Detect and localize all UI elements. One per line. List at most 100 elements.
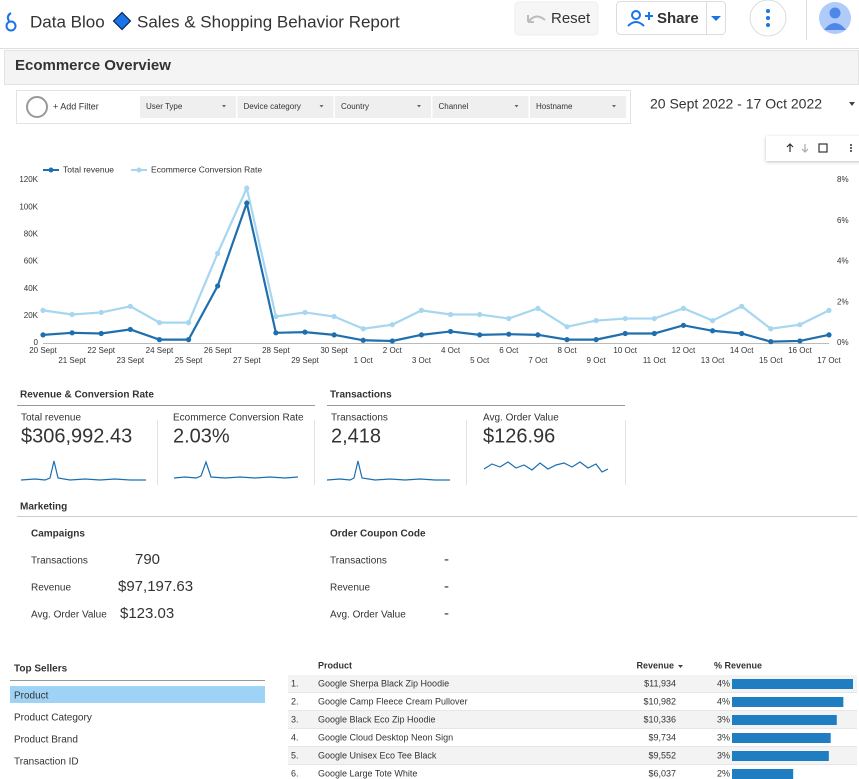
x-tick-label: 4 Oct (441, 346, 461, 355)
product: Google Camp Fleece Cream Pullover (318, 696, 468, 706)
metric-value: $123.03 (120, 605, 174, 622)
dimension-tab[interactable]: Transaction ID (14, 757, 79, 768)
point (332, 314, 337, 319)
point (157, 320, 162, 325)
revenue: $10,336 (643, 714, 676, 724)
dot (766, 9, 770, 13)
column-header: Product (318, 660, 352, 670)
product: Google Large Tote White (318, 768, 417, 778)
metric-label: Transactions (330, 556, 387, 567)
point (652, 331, 657, 336)
point (302, 310, 307, 315)
point (739, 304, 744, 309)
point (826, 308, 831, 313)
x-tick-label: 27 Sept (233, 356, 261, 365)
y-tick-label: 100K (19, 202, 38, 211)
scorecard-label: Total revenue (21, 413, 81, 424)
point (390, 338, 395, 343)
x-tick-label: 26 Sept (204, 346, 232, 355)
x-tick-label: 29 Sept (291, 356, 319, 365)
dot (766, 16, 770, 20)
point (594, 337, 599, 342)
point (594, 318, 599, 323)
x-tick-label: 1 Oct (354, 356, 374, 365)
metric-label: Avg. Order Value (330, 610, 406, 621)
x-tick-label: 6 Oct (499, 346, 519, 355)
dimension-tab[interactable]: Product Brand (14, 735, 78, 746)
y-tick-label: 60K (24, 257, 39, 266)
point (623, 316, 628, 321)
rank: 1. (291, 678, 299, 688)
revenue-share: 2% (717, 768, 730, 778)
column-header: % Revenue (714, 660, 762, 670)
point (797, 338, 802, 343)
metric-value: $97,197.63 (118, 578, 193, 595)
rank: 2. (291, 696, 299, 706)
point (186, 337, 191, 342)
point (477, 332, 482, 337)
share-label: Share (657, 10, 699, 27)
scorecard-label: Transactions (331, 413, 388, 424)
point (681, 306, 686, 311)
section-title: Revenue & Conversion Rate (20, 390, 154, 401)
point (448, 312, 453, 317)
section-title: Transactions (330, 390, 392, 401)
point (215, 251, 220, 256)
dimension-tab[interactable]: Product Category (14, 713, 92, 724)
revenue-bar (732, 715, 837, 725)
date-range[interactable]: 20 Sept 2022 - 17 Oct 2022 (650, 96, 822, 112)
x-tick-label: 30 Sept (320, 346, 348, 355)
revenue-bar (732, 769, 793, 779)
x-tick-label: 15 Oct (759, 356, 783, 365)
x-tick-label: 14 Oct (730, 346, 754, 355)
section-title: Top Sellers (14, 664, 68, 675)
revenue-bar (732, 751, 829, 761)
scorecard-value: 2.03% (173, 425, 230, 447)
revenue-bar (732, 733, 831, 743)
add-filter[interactable]: + Add Filter (53, 101, 99, 111)
product: Google Cloud Desktop Neon Sign (318, 732, 453, 742)
point (419, 332, 424, 337)
rank: 3. (291, 714, 299, 724)
metric-value: - (444, 578, 449, 595)
x-tick-label: 25 Sept (175, 356, 203, 365)
marketing-section-title: Order Coupon Code (330, 529, 426, 540)
scorecard-label: Avg. Order Value (483, 413, 559, 424)
y2-tick-label: 8% (837, 175, 849, 184)
y2-tick-label: 2% (837, 297, 849, 306)
dimension-tab[interactable]: Product (14, 691, 49, 702)
scorecard-value: 2,418 (331, 425, 381, 447)
avatar-head (830, 8, 841, 19)
point (535, 332, 540, 337)
revenue-share: 3% (717, 714, 730, 724)
y2-tick-label: 4% (837, 257, 849, 266)
point (564, 324, 569, 329)
x-tick-label: 11 Oct (643, 356, 667, 365)
point (128, 327, 133, 332)
revenue-bar (732, 679, 853, 689)
filter-label: Device category (244, 102, 301, 111)
revenue-share: 4% (717, 678, 730, 688)
metric-label: Avg. Order Value (31, 610, 107, 621)
point (332, 332, 337, 337)
revenue: $9,734 (648, 732, 676, 742)
revenue: $11,934 (644, 678, 676, 688)
y2-tick-label: 0% (837, 338, 849, 347)
revenue: $10,982 (643, 696, 676, 706)
point (797, 322, 802, 327)
revenue-bar (732, 697, 843, 707)
point (99, 310, 104, 315)
column-header[interactable]: Revenue (636, 660, 674, 670)
dot (850, 150, 852, 152)
point (244, 200, 249, 205)
point (826, 332, 831, 337)
x-tick-label: 8 Oct (557, 346, 577, 355)
point (535, 306, 540, 311)
filter-label: Channel (439, 102, 469, 111)
point (40, 332, 45, 337)
app-name: Data Bloo (30, 12, 105, 31)
point (99, 331, 104, 336)
y-tick-label: 80K (24, 229, 39, 238)
x-tick-label: 13 Oct (701, 356, 725, 365)
legend-swatch (49, 168, 54, 173)
